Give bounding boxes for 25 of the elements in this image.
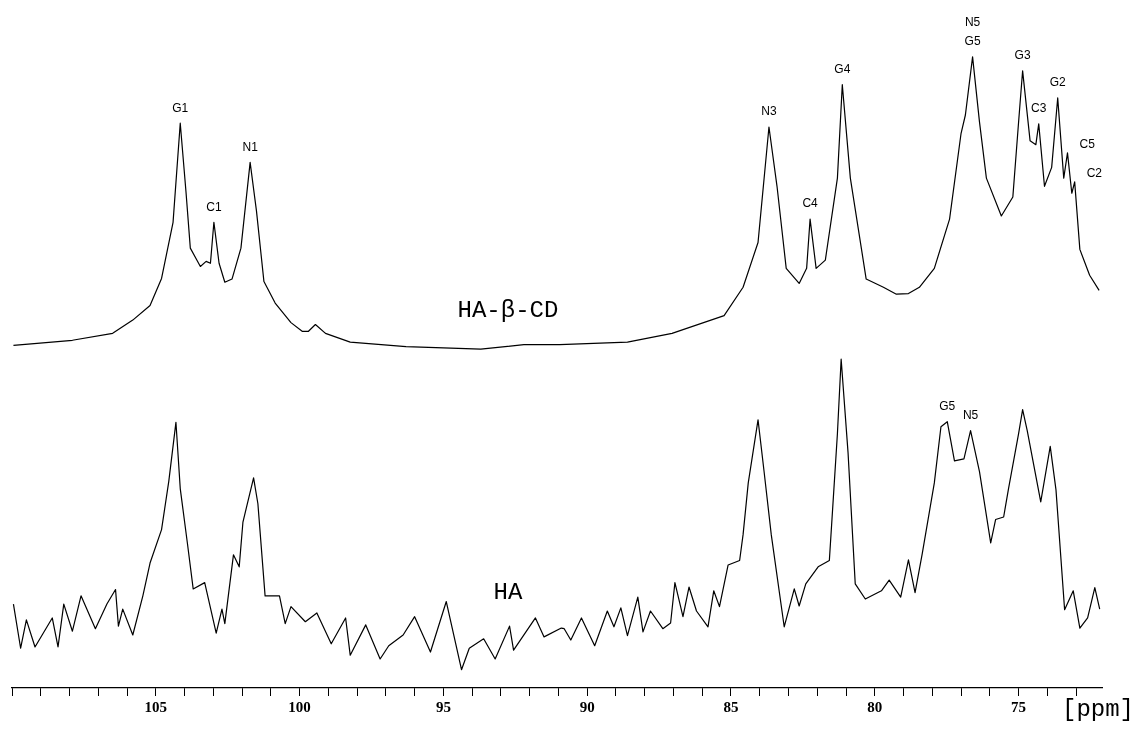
x-tick-label: 80: [867, 698, 883, 715]
annotation: N3: [761, 104, 777, 119]
annotation: G5: [939, 399, 956, 413]
x-tick-label: 85: [723, 698, 739, 715]
x-tick-label: 90: [579, 698, 595, 715]
annotation: G2: [1049, 75, 1067, 90]
annotation: C4: [802, 196, 819, 211]
annotation: C1: [206, 199, 222, 214]
series-label: HA-β-CD: [457, 297, 559, 325]
x-tick-label: 105: [144, 698, 168, 715]
x-tick-label: 95: [435, 698, 451, 715]
annotation: N1: [242, 139, 259, 154]
annotation: G4: [834, 62, 851, 77]
x-tick-label: 75: [1011, 698, 1027, 715]
annotation: C5: [1079, 136, 1096, 151]
x-axis-title: [ppm]: [1061, 696, 1134, 724]
annotation: C2: [1086, 165, 1103, 180]
annotation: G5: [964, 34, 981, 49]
annotation: N5: [962, 407, 979, 422]
annotation: G3: [1014, 48, 1031, 63]
series-label: HA: [493, 578, 523, 606]
x-tick-label: 100: [288, 698, 311, 715]
annotation: G1: [172, 100, 189, 115]
annotation: C3: [1031, 101, 1047, 116]
annotation: N5: [964, 15, 981, 30]
